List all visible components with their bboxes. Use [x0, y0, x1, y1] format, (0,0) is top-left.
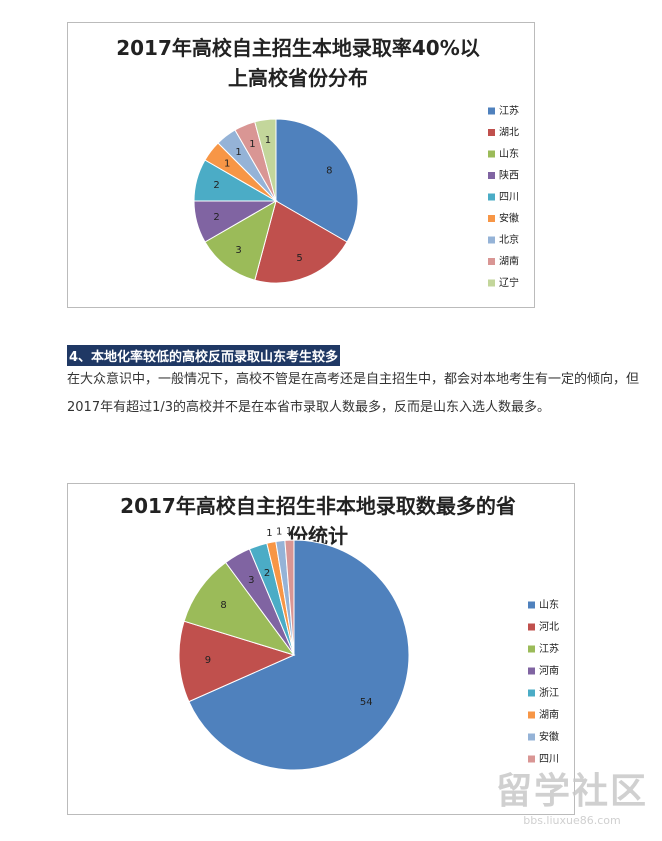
legend-label: 浙江: [539, 687, 559, 699]
data-label: 8: [220, 600, 226, 611]
legend-label: 四川: [539, 754, 559, 765]
legend-label: 山东: [539, 598, 559, 611]
pie-slice: [284, 539, 295, 656]
legend-swatch: [488, 236, 495, 244]
legend-label: 湖北: [499, 127, 519, 139]
legend-label: 湖南: [539, 708, 559, 721]
legend-swatch: [528, 645, 535, 653]
legend-swatch: [528, 755, 535, 763]
data-label: 3: [248, 575, 254, 586]
legend-swatch: [528, 601, 535, 609]
chart-frame: 2017年高校自主招生非本地录取数最多的省份统计 54 山东 9 河北 8 江苏 3 河南 2 浙…: [67, 483, 575, 815]
legend-label: 陕西: [499, 169, 519, 182]
legend-swatch: [488, 129, 495, 136]
data-label: 2: [213, 212, 219, 223]
legend-label: 湖南: [499, 255, 519, 268]
data-label: 54: [360, 697, 373, 708]
data-label: 8: [326, 165, 332, 176]
legend-swatch: [488, 258, 495, 265]
watermark: 留学社区 bbs.liuxue86.com: [496, 762, 648, 827]
pie-slice: [275, 118, 359, 243]
legend-swatch: [528, 711, 535, 719]
data-label: 2: [213, 180, 219, 191]
legend-swatch: [488, 172, 495, 179]
legend-swatch: [488, 193, 495, 201]
legend-swatch: [528, 733, 535, 741]
chart-frame: 2017年高校自主招生本地录取率40%以上高校省份分布 8 江苏 5 湖北 3 山东 2 陕西…: [67, 22, 535, 308]
legend-label: 河南: [539, 664, 559, 677]
legend-label: 辽宁: [499, 276, 519, 289]
chart-title: 2017年高校自主招生本地录取率40%以上高校省份分布: [116, 36, 480, 90]
legend-label: 北京: [499, 233, 519, 246]
watermark-text: 留学社区: [495, 771, 648, 812]
data-label: 5: [296, 253, 302, 264]
legend-swatch: [528, 667, 535, 675]
legend-swatch: [488, 279, 495, 287]
legend-swatch: [528, 689, 535, 697]
legend-swatch: [528, 623, 535, 631]
legend-label: 四川: [499, 192, 519, 203]
data-label: 3: [235, 245, 241, 256]
data-label: 1: [276, 527, 282, 538]
chart: 8 江苏 5 湖北 3 山东 2 陕西 2 四川 1 安徽 1 北京 1 湖南 1 辽宁: [193, 104, 519, 289]
legend-label: 安徽: [499, 212, 519, 225]
legend-label: 山东: [499, 147, 519, 160]
legend-swatch: [488, 107, 495, 115]
legend-swatch: [488, 150, 495, 158]
watermark-url: bbs.liuxue86.com: [523, 814, 621, 827]
data-label: 1: [224, 159, 230, 170]
data-label: 2: [264, 568, 270, 579]
pie-slice: [254, 118, 277, 202]
data-label: 1: [265, 135, 271, 146]
section-paragraph: 在大众意识中，一般情况下，高校不管是在高考还是自主招生中，都会对本地考生有一定的…: [67, 372, 640, 415]
pie-slice: [188, 539, 410, 771]
pie-slice: [178, 620, 296, 703]
pie-slice: [254, 200, 348, 284]
data-label: 1: [249, 139, 255, 150]
data-label: 1: [286, 526, 292, 537]
pie-slice: [183, 561, 296, 656]
chart: 54 山东 9 河北 8 江苏 3 河南 2 浙江 1 湖南 1 安徽 1 四川: [178, 526, 559, 771]
legend-label: 江苏: [499, 104, 519, 117]
data-label: 1: [235, 147, 241, 158]
pie-slice: [204, 199, 277, 281]
legend-label: 江苏: [539, 642, 559, 655]
legend-swatch: [488, 215, 495, 222]
chart-title: 2017年高校自主招生非本地录取数最多的省份统计: [120, 494, 516, 548]
legend-label: 河北: [539, 621, 559, 633]
data-label: 1: [266, 528, 272, 539]
data-label: 9: [205, 655, 211, 666]
section-heading: 4、本地化率较低的高校反而录取山东考生较多: [67, 345, 341, 366]
legend-label: 安徽: [539, 730, 559, 743]
